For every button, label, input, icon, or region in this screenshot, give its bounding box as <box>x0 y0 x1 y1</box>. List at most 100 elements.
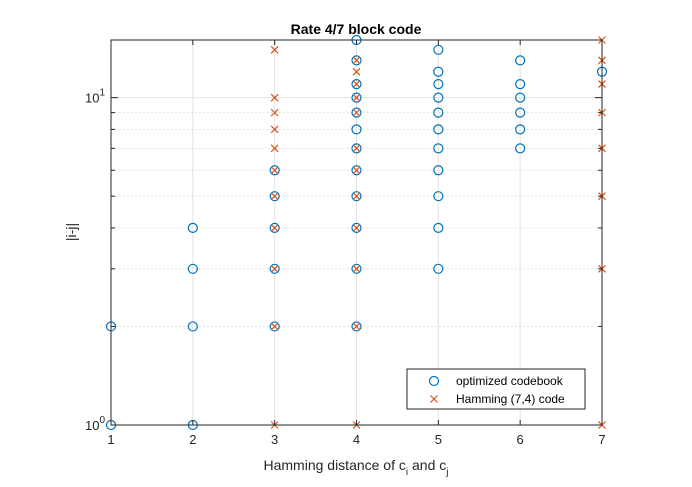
point-hamming-stroke <box>352 80 361 89</box>
point-hamming-stroke <box>352 93 361 102</box>
y-tick-label: 100 <box>85 415 105 433</box>
point-optimized <box>269 263 280 274</box>
point-hamming-stroke <box>270 192 279 201</box>
point-optimized <box>351 78 362 90</box>
point-hamming <box>352 108 361 117</box>
point-optimized <box>515 107 526 118</box>
point-optimized <box>269 191 280 202</box>
point-hamming-stroke <box>352 144 361 153</box>
point-optimized <box>433 107 444 118</box>
y-tick-label: 101 <box>85 88 105 106</box>
point-hamming <box>270 192 279 201</box>
y-tick-label-exponent: 1 <box>99 88 105 99</box>
x-tick-label: 3 <box>271 432 278 447</box>
point-hamming <box>352 80 361 89</box>
point-optimized <box>351 222 362 234</box>
point-hamming-stroke <box>352 322 361 331</box>
point-hamming-stroke <box>270 223 279 232</box>
point-optimized <box>433 124 444 135</box>
point-hamming <box>352 223 361 232</box>
x-axis-label-sub-i: i <box>406 467 408 478</box>
x-axis-label-sub-j: j <box>445 467 448 478</box>
y-tick-label-exponent: 0 <box>99 415 105 426</box>
point-hamming <box>352 144 361 153</box>
point-optimized <box>433 165 444 176</box>
point-hamming <box>270 108 279 117</box>
point-hamming <box>352 93 361 102</box>
point-hamming <box>352 166 361 175</box>
x-axis-label-conj: and c <box>408 457 446 473</box>
y-axis-label: |i-j| <box>63 223 79 241</box>
point-optimized <box>433 191 444 202</box>
point-optimized <box>433 78 444 90</box>
point-hamming-stroke <box>270 144 279 153</box>
point-hamming <box>270 166 279 175</box>
point-optimized <box>269 165 280 176</box>
x-tick-label: 2 <box>189 432 196 447</box>
point-optimized <box>351 321 362 332</box>
point-optimized <box>351 107 362 118</box>
point-hamming-stroke <box>352 192 361 201</box>
point-optimized <box>515 78 526 90</box>
point-hamming-stroke <box>270 108 279 117</box>
point-hamming <box>270 45 279 54</box>
legend-marker-hamming <box>430 395 438 403</box>
point-optimized <box>515 92 526 103</box>
point-optimized <box>269 321 280 332</box>
point-hamming <box>352 67 361 76</box>
y-tick-label-base: 10 <box>85 418 99 433</box>
point-optimized <box>433 92 444 103</box>
point-optimized <box>187 222 198 234</box>
point-optimized <box>515 124 526 135</box>
point-optimized <box>351 165 362 176</box>
point-hamming <box>270 264 279 273</box>
point-optimized <box>351 191 362 202</box>
point-hamming-stroke <box>270 166 279 175</box>
point-hamming-stroke <box>352 67 361 76</box>
x-tick-label: 6 <box>517 432 524 447</box>
point-optimized <box>187 321 198 332</box>
x-tick-label: 7 <box>598 432 605 447</box>
point-optimized <box>351 143 362 154</box>
point-hamming <box>270 144 279 153</box>
point-hamming-stroke <box>270 93 279 102</box>
point-hamming-stroke <box>352 223 361 232</box>
point-hamming-stroke <box>270 125 279 134</box>
point-optimized <box>433 263 444 274</box>
point-optimized <box>433 66 444 77</box>
point-optimized <box>351 92 362 103</box>
point-optimized <box>433 222 444 234</box>
point-optimized <box>433 44 444 55</box>
point-hamming-stroke <box>270 264 279 273</box>
x-tick-label: 4 <box>353 432 360 447</box>
x-axis-label-main: Hamming distance of c <box>263 457 405 473</box>
point-optimized <box>187 263 198 274</box>
point-hamming-stroke <box>352 264 361 273</box>
point-hamming-stroke <box>352 56 361 65</box>
x-tick-label: 5 <box>435 432 442 447</box>
point-optimized <box>351 124 362 135</box>
legend-label-optimized: optimized codebook <box>456 374 564 388</box>
point-hamming <box>270 322 279 331</box>
point-hamming <box>352 322 361 331</box>
legend: optimized codebook Hamming (7,4) code <box>406 368 586 410</box>
point-optimized <box>269 222 280 234</box>
point-optimized <box>351 55 362 66</box>
y-tick-label-base: 10 <box>85 91 99 106</box>
point-hamming-stroke <box>270 45 279 54</box>
point-hamming <box>270 125 279 134</box>
point-hamming <box>352 264 361 273</box>
point-optimized <box>351 263 362 274</box>
legend-label-hamming: Hamming (7,4) code <box>456 392 565 406</box>
point-optimized <box>515 143 526 154</box>
point-hamming <box>352 56 361 65</box>
point-optimized <box>433 143 444 154</box>
point-hamming <box>270 93 279 102</box>
x-axis-label: Hamming distance of ci and cj <box>263 457 448 478</box>
legend-marker-optimized <box>428 375 440 387</box>
point-hamming <box>270 223 279 232</box>
point-hamming-stroke <box>352 166 361 175</box>
point-hamming-stroke <box>270 322 279 331</box>
